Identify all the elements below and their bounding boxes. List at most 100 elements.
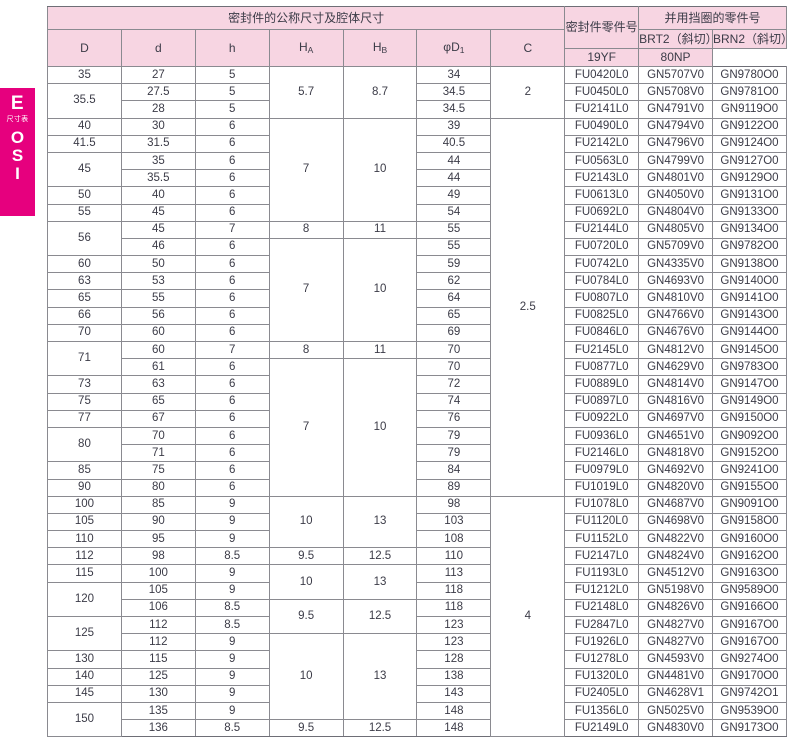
cell-seal-part-number: FU2144L0 [564, 220, 640, 239]
cell-phi-d1: 128 [416, 650, 492, 669]
cell-phi-d1: 40.5 [416, 134, 492, 153]
cell-seal-part-number: FU0825L0 [564, 306, 640, 325]
cell-height: 9 [194, 530, 270, 549]
cell-height: 9 [194, 512, 270, 532]
cell-brn2-backup-ring-part: GN9742O1 [712, 684, 787, 703]
side-tab-sublabel: 尺寸表 [6, 116, 29, 123]
table-row: 46 6 7 10 55 FU0720L0 GN5709V0 GN9782O0 [48, 237, 787, 343]
table-row: 100 85 9 10 13 98 4 FU1078L0 GN4687V0 GN9091O0 [47, 495, 787, 737]
cell-inner-diameter: 65 [120, 392, 196, 411]
table-row: 50 40 6 49 FU0613L0 GN4050V0 GN9131O0 [47, 186, 787, 205]
cell-outer-diameter: 77 [47, 409, 122, 428]
cell-height: 6 [194, 117, 270, 136]
cell-inner-diameter: 50 [120, 255, 196, 274]
cell-inner-diameter: 75 [120, 461, 196, 480]
cell-phi-d1: 65 [416, 306, 492, 325]
cell-brn2-backup-ring-part: GN9162O0 [712, 547, 787, 566]
cell-height: 6 [194, 409, 270, 428]
cell-brn2-backup-ring-part: GN9145O0 [712, 340, 787, 360]
cell-height-b: 12.5 [342, 598, 418, 635]
cell-phi-d1: 49 [416, 186, 492, 205]
cell-height-a: 9.5 [268, 598, 344, 635]
header-col-d: d [120, 29, 196, 67]
table-row: 45 35 6 44 FU0563L0 GN4799V0 GN9127O0 [47, 151, 787, 188]
side-tab-stack-letter-i: I [15, 164, 20, 183]
table-row: 77 67 6 76 FU0922L0 GN4697V0 GN9150O0 [47, 409, 787, 428]
cell-inner-diameter: 105 [120, 581, 196, 600]
cell-outer-diameter: 80 [47, 426, 122, 463]
cell-brn2-backup-ring-part: GN9150O0 [712, 409, 787, 428]
cell-outer-diameter: 60 [47, 255, 122, 274]
cell-brt2-backup-ring-part: GN5709V0 [638, 237, 714, 257]
header-col-HB: HB [342, 29, 418, 67]
cell-inner-diameter: 130 [120, 684, 196, 703]
cell-brt2-backup-ring-part: GN4822V0 [638, 530, 714, 549]
cell-outer-diameter: 66 [47, 306, 122, 325]
cell-brn2-backup-ring-part: GN9780O0 [712, 65, 787, 85]
cell-inner-diameter: 31.5 [120, 134, 196, 153]
cell-brt2-backup-ring-part: GN4826V0 [638, 598, 714, 618]
cell-phi-d1: 98 [416, 495, 492, 514]
cell-inner-diameter: 63 [120, 375, 196, 394]
cell-brt2-backup-ring-part: GN4692V0 [638, 461, 714, 480]
cell-brt2-backup-ring-part: GN4804V0 [638, 203, 714, 222]
cell-brt2-backup-ring-part: GN4335V0 [638, 255, 714, 274]
cell-inner-diameter: 135 [120, 701, 196, 721]
cell-phi-d1: 118 [416, 581, 492, 600]
table-row: 70 60 6 69 FU0846L0 GN4676V0 GN9144O0 [47, 323, 787, 343]
cell-outer-diameter: 120 [47, 581, 122, 618]
cell-height: 6 [194, 306, 270, 325]
cell-brn2-backup-ring-part: GN9782O0 [712, 237, 787, 257]
cell-height-a: 5.7 [268, 66, 344, 119]
cell-inner-diameter: 106 [120, 598, 196, 618]
cell-inner-diameter: 35.5 [120, 169, 196, 188]
cell-brt2-backup-ring-part: GN4799V0 [638, 151, 714, 171]
cell-height: 6 [194, 289, 270, 308]
cell-brt2-backup-ring-part: GN4805V0 [638, 220, 714, 239]
cell-height-a: 7 [268, 237, 344, 343]
table-row: 80 70 6 79 FU0936L0 GN4651V0 GN9092O0 [47, 426, 787, 463]
cell-brt2-backup-ring-part: GN4827V0 [638, 633, 714, 652]
cell-outer-diameter: 130 [47, 650, 122, 669]
cell-seal-part-number: FU0420L0 [564, 65, 640, 85]
cell-inner-diameter: 112 [120, 615, 196, 635]
cell-phi-d1: 69 [416, 323, 492, 343]
cell-brn2-backup-ring-part: GN9147O0 [712, 375, 787, 394]
cell-inner-diameter: 60 [120, 323, 196, 343]
cell-height: 9 [194, 667, 270, 686]
cell-brn2-backup-ring-part: GN9092O0 [712, 426, 787, 446]
cell-height-a: 9.5 [268, 547, 344, 566]
cell-inner-diameter: 70 [120, 426, 196, 446]
cell-brt2-backup-ring-part: GN4050V0 [638, 186, 714, 205]
cell-brt2-backup-ring-part: GN4824V0 [638, 547, 714, 566]
cell-inner-diameter: 90 [120, 512, 196, 532]
header-part-number-group: 密封件零件号 [564, 6, 640, 49]
header-col-brn2: BRN2（斜切） [712, 29, 793, 49]
cell-height: 6 [194, 203, 270, 222]
table-row: 28 5 34.5 FU2141L0 GN4791V0 GN9119O0 [48, 100, 787, 119]
cell-height: 7 [194, 340, 270, 360]
cell-brn2-backup-ring-part: GN9155O0 [712, 478, 787, 497]
cell-height-b: 10 [342, 117, 418, 222]
table-row: 61 6 7 10 70 FU0877L0 GN4629V0 GN9783O0 [48, 358, 787, 497]
cell-phi-d1: 34.5 [416, 100, 492, 119]
table-row: 56 45 7 8 11 55 FU2144L0 GN4805V0 GN9134O0 [47, 220, 787, 257]
cell-outer-diameter: 73 [47, 375, 122, 394]
cell-seal-part-number: FU1120L0 [564, 512, 640, 532]
table-row: 41.5 31.5 6 40.5 FU2142L0 GN4796V0 GN9124O0 [47, 134, 787, 153]
cell-outer-diameter: 65 [47, 289, 122, 308]
cell-seal-part-number: FU0742L0 [564, 255, 640, 274]
cell-inner-diameter: 30 [120, 117, 196, 136]
cell-seal-part-number: FU2142L0 [564, 134, 640, 153]
cell-brn2-backup-ring-part: GN9274O0 [712, 650, 787, 669]
cell-brt2-backup-ring-part: GN4801V0 [638, 169, 714, 188]
cell-outer-diameter: 55 [47, 203, 122, 222]
cell-outer-diameter: 40 [47, 117, 122, 136]
cell-phi-d1: 39 [416, 117, 492, 136]
table-row: 40 30 6 7 10 39 2.5 FU0490L0 GN4794V0 GN9122O0 [47, 117, 787, 497]
cell-height: 6 [194, 392, 270, 411]
cell-brn2-backup-ring-part: GN9539O0 [712, 701, 787, 721]
cell-brt2-backup-ring-part: GN4481V0 [638, 667, 714, 686]
side-index-tab: E 尺寸表 O S I [0, 88, 35, 216]
cell-brn2-backup-ring-part: GN9167O0 [712, 633, 787, 652]
